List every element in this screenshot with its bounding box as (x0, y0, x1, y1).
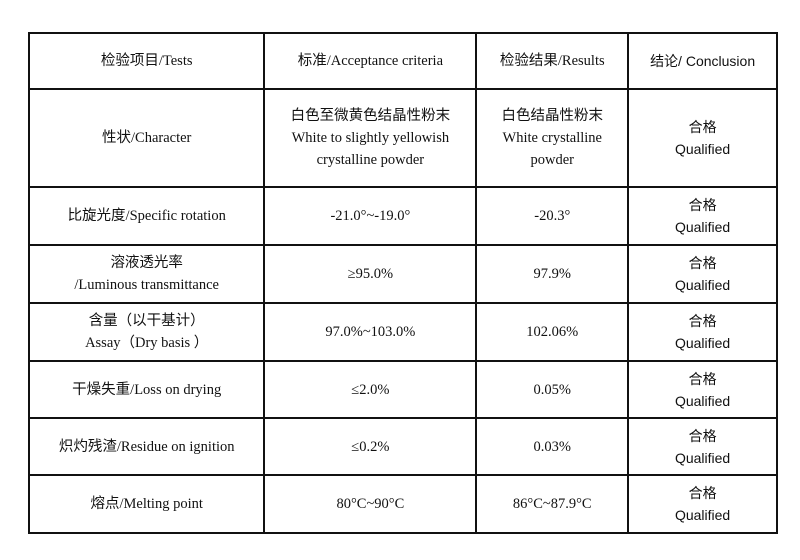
criteria-cell-line: 白色至微黄色结晶性粉末 (290, 108, 451, 124)
criteria-cell-line: -21.0°~-19.0° (330, 208, 411, 224)
header-results: 检验结果/Results (475, 32, 630, 90)
criteria-cell: ≥95.0% (263, 244, 478, 304)
conclusion-cell-line: 合格 (688, 427, 717, 444)
test-cell: 熔点/Melting point (27, 474, 266, 534)
result-cell-line: 0.03% (533, 438, 571, 455)
test-cell-line: 炽灼残渣/Residue on ignition (58, 438, 235, 455)
test-cell: 性状/Character (27, 88, 266, 188)
test-cell-line: 溶液透光率 (110, 255, 183, 271)
test-cell-line: 含量（以干基计） (88, 313, 205, 329)
criteria-cell: ≤0.2% (263, 417, 478, 476)
header-tests: 检验项目/Tests (27, 32, 266, 90)
test-cell: 炽灼残渣/Residue on ignition (27, 417, 266, 476)
result-cell-line: 97.9% (533, 266, 571, 282)
conclusion-cell-line: 合格 (688, 255, 717, 271)
header-criteria: 标准/Acceptance criteria (263, 32, 478, 90)
conclusion-cell-line: Qualified (674, 507, 731, 523)
table-row: 比旋光度/Specific rotation -21.0°~-19.0° -20.3… (27, 186, 778, 246)
conclusion-cell: 合格 Qualified (627, 244, 778, 304)
result-cell-line: -20.3° (534, 208, 571, 224)
result-cell: 白色结晶性粉末 White crystalline powder (475, 88, 630, 188)
criteria-cell: 白色至微黄色结晶性粉末 White to slightly yellowish cr… (263, 88, 478, 188)
result-cell: 97.9% (475, 244, 630, 304)
table-row: 干燥失重/Loss on drying ≤2.0% 0.05% 合格 Qualified (27, 360, 778, 419)
criteria-cell-line: 97.0%~103.0% (325, 324, 416, 340)
result-cell-line: 86°C~87.9°C (512, 496, 592, 512)
conclusion-cell: 合格 Qualified (627, 186, 778, 246)
result-cell: 0.05% (475, 360, 630, 419)
test-cell-line: 熔点/Melting point (90, 496, 203, 512)
result-cell-line: 102.06% (526, 324, 579, 340)
test-cell-line: 性状/Character (102, 130, 192, 146)
table-row: 含量（以干基计） Assay（Dry basis ） 97.0%~103.0% 102… (27, 302, 778, 362)
conclusion-cell-line: 合格 (688, 119, 717, 135)
result-cell-line: powder (530, 152, 575, 168)
conclusion-cell-line: Qualified (674, 392, 731, 409)
conclusion-cell-line: Qualified (674, 219, 731, 235)
conclusion-cell-line: Qualified (674, 141, 731, 157)
table-row: 熔点/Melting point 80°C~90°C 86°C~87.9°C 合格 Qu… (27, 474, 778, 534)
result-cell: 102.06% (475, 302, 630, 362)
criteria-cell: ≤2.0% (263, 360, 478, 419)
conclusion-cell-line: 合格 (688, 197, 717, 213)
result-cell-line: 0.05% (533, 381, 571, 398)
criteria-cell: 80°C~90°C (263, 474, 478, 534)
criteria-cell-line: 80°C~90°C (336, 496, 405, 512)
test-cell: 干燥失重/Loss on drying (27, 360, 266, 419)
conclusion-cell-line: 合格 (688, 485, 717, 501)
conclusion-cell-line: Qualified (674, 335, 731, 351)
test-cell-line: 干燥失重/Loss on drying (72, 381, 222, 398)
criteria-cell-line: crystalline powder (316, 152, 425, 168)
test-results-table: 检验项目/Tests 标准/Acceptance criteria 检验结果/R… (27, 32, 778, 534)
header-conclusion: 结论/ Conclusion (627, 32, 778, 90)
result-cell: 86°C~87.9°C (475, 474, 630, 534)
conclusion-cell-line: Qualified (674, 449, 731, 466)
table-row: 溶液透光率/Luminous transmittance ≥95.0% 97.9% 合… (27, 244, 778, 304)
header-row: 检验项目/Tests 标准/Acceptance criteria 检验结果/R… (27, 32, 778, 90)
test-cell-line: 比旋光度/Specific rotation (67, 208, 226, 224)
conclusion-cell: 合格 Qualified (627, 360, 778, 419)
result-cell-line: White crystalline (502, 130, 602, 146)
table-row: 性状/Character 白色至微黄色结晶性粉末 White to slightly… (27, 88, 778, 188)
table-row: 炽灼残渣/Residue on ignition ≤0.2% 0.03% 合格 Qual… (27, 417, 778, 476)
result-cell: 0.03% (475, 417, 630, 476)
criteria-cell-line: ≤2.0% (351, 381, 390, 398)
criteria-cell: -21.0°~-19.0° (263, 186, 478, 246)
conclusion-cell: 合格 Qualified (627, 417, 778, 476)
conclusion-cell: 合格 Qualified (627, 302, 778, 362)
test-cell: 比旋光度/Specific rotation (27, 186, 266, 246)
conclusion-cell-line: 合格 (688, 370, 717, 387)
test-cell-line: Assay（Dry basis ） (85, 335, 209, 351)
conclusion-cell: 合格 Qualified (627, 88, 778, 188)
result-cell-line: 白色结晶性粉末 (501, 108, 604, 124)
criteria-cell: 97.0%~103.0% (263, 302, 478, 362)
conclusion-cell: 合格 Qualified (627, 474, 778, 534)
conclusion-cell-line: 合格 (688, 313, 717, 329)
test-cell: 溶液透光率/Luminous transmittance (27, 244, 266, 304)
criteria-cell-line: ≤0.2% (351, 438, 390, 455)
result-cell: -20.3° (475, 186, 630, 246)
criteria-cell-line: White to slightly yellowish (291, 130, 450, 146)
test-cell: 含量（以干基计） Assay（Dry basis ） (27, 302, 266, 362)
test-cell-line: /Luminous transmittance (74, 277, 219, 293)
conclusion-cell-line: Qualified (674, 277, 731, 293)
criteria-cell-line: ≥95.0% (347, 266, 394, 282)
